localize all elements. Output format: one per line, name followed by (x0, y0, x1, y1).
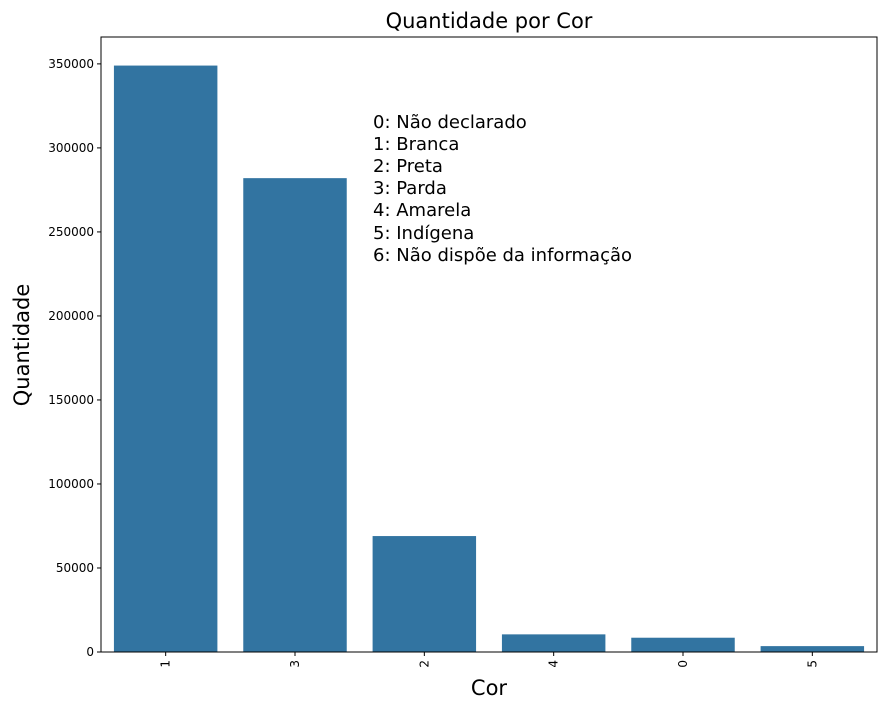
plot-frame (100, 36, 878, 653)
annotation-line: 0: Não declarado (373, 112, 527, 133)
annotation-line: 5: Indígena (373, 223, 474, 244)
annotation-line: 4: Amarela (373, 200, 471, 221)
bar-3 (243, 178, 347, 652)
x-tick-label: 1 (159, 660, 173, 668)
y-tick-label: 250000 (48, 225, 94, 239)
x-tick-label: 0 (676, 660, 690, 668)
y-tick-label: 150000 (48, 393, 94, 407)
annotation-line: 6: Não dispõe da informação (373, 245, 632, 266)
annotation-line: 1: Branca (373, 134, 459, 155)
legend-annotation: 0: Não declarado 1: Branca 2: Preta 3: P… (373, 112, 632, 266)
y-axis-title: Quantidade (10, 284, 34, 407)
bar-0 (631, 637, 735, 652)
x-tick-label: 2 (417, 660, 431, 668)
x-tick-label: 5 (805, 660, 819, 668)
y-axis-ticks: 0 50000 100000 150000 200000 250000 300000 3500… (48, 57, 101, 659)
y-tick-label: 50000 (56, 561, 94, 575)
chart-title: Quantidade por Cor (386, 9, 593, 33)
bar-5 (760, 646, 865, 652)
annotation-line: 3: Parda (373, 178, 447, 199)
bar-1 (113, 65, 218, 652)
bars (113, 65, 865, 652)
plot-area-background (101, 37, 877, 652)
y-tick-label: 300000 (48, 141, 94, 155)
y-tick-label: 0 (86, 645, 94, 659)
annotation-line: 2: Preta (373, 156, 443, 177)
y-tick-label: 100000 (48, 477, 94, 491)
x-axis-ticks: 1 3 2 4 0 5 (159, 652, 819, 668)
bar-4 (501, 634, 606, 652)
y-tick-label: 200000 (48, 309, 94, 323)
x-tick-label: 4 (547, 660, 561, 668)
x-tick-label: 3 (288, 660, 302, 668)
x-axis-title: Cor (471, 676, 508, 700)
bar-2 (372, 536, 477, 652)
y-tick-label: 350000 (48, 57, 94, 71)
